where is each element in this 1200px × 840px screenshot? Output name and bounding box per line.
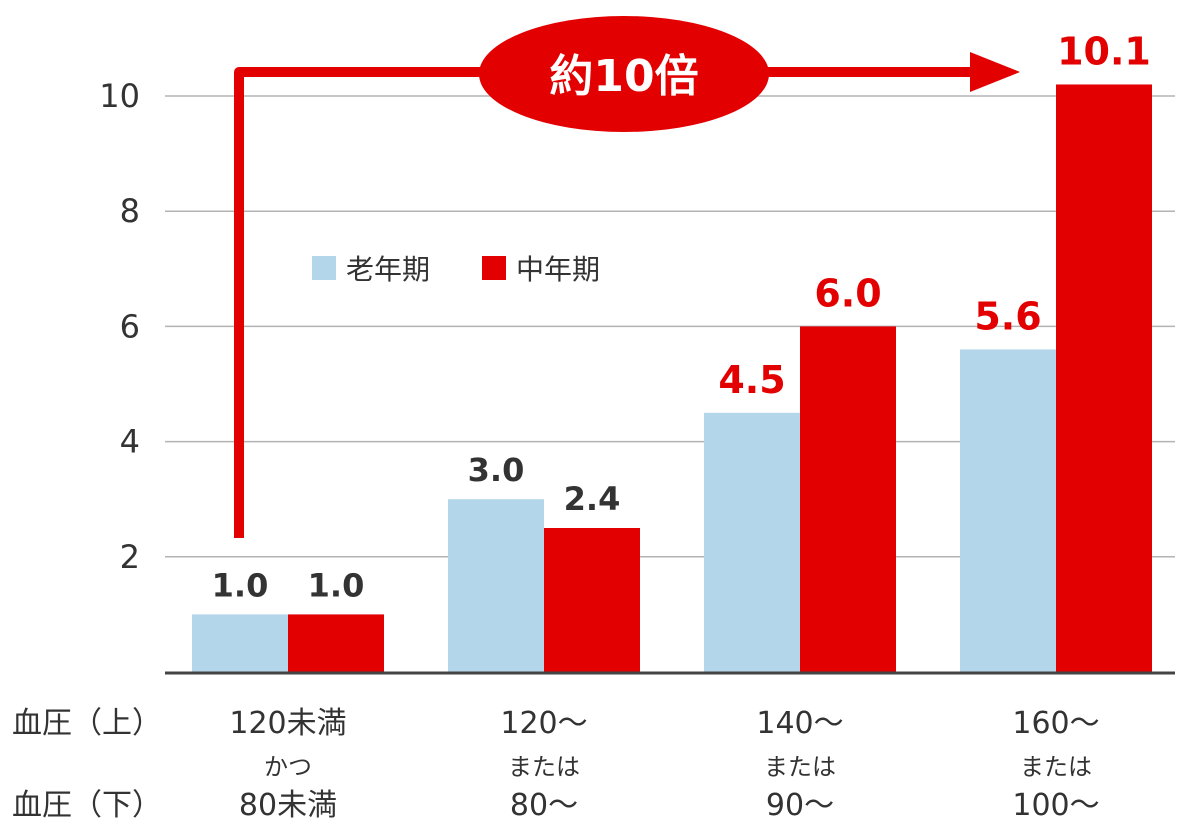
bar [800, 326, 896, 672]
callout-text: 約10倍 [549, 51, 698, 102]
data-labels: 1.0 1.0 3.0 2.4 4.5 6.0 5.6 10.1 [212, 29, 1151, 604]
legend-swatch [482, 256, 506, 280]
category-lower-label: 80未満 [239, 788, 337, 823]
bar [448, 499, 544, 672]
bar [1056, 84, 1152, 673]
data-label: 10.1 [1057, 29, 1151, 73]
category-lower-label: 100〜 [1012, 788, 1099, 823]
row-label-lower: 血圧（下） [12, 788, 162, 823]
bar [704, 412, 800, 672]
y-tick-label: 2 [120, 538, 140, 576]
category-upper-label: 140〜 [756, 706, 843, 741]
legend-label: 老年期 [346, 253, 430, 286]
callout-badge [479, 16, 769, 132]
category-connector-label: または [508, 753, 580, 781]
bar [960, 349, 1056, 672]
bar [288, 614, 384, 672]
data-label: 1.0 [212, 566, 269, 604]
category-upper-label: 120未満 [229, 706, 346, 741]
y-tick-label: 6 [120, 307, 140, 345]
comparison-callout: 約10倍 [234, 16, 1020, 538]
bar [544, 528, 640, 672]
data-label: 5.6 [974, 294, 1041, 338]
category-connector-label: または [1020, 753, 1092, 781]
y-tick-label: 4 [120, 423, 140, 461]
y-tick-label: 8 [120, 192, 140, 230]
data-label: 6.0 [814, 271, 881, 315]
category-connector-label: または [764, 753, 836, 781]
data-label: 1.0 [308, 566, 365, 604]
callout-arrow-head [970, 52, 1020, 92]
legend: 老年期 中年期 [312, 253, 600, 286]
data-label: 3.0 [468, 451, 525, 489]
data-label: 4.5 [718, 358, 785, 402]
category-lower-label: 80〜 [510, 788, 578, 823]
category-upper-label: 160〜 [1012, 706, 1099, 741]
legend-swatch [312, 256, 336, 280]
legend-label: 中年期 [516, 253, 600, 286]
bar [192, 614, 288, 672]
y-tick-label: 10 [99, 77, 140, 115]
row-label-upper: 血圧（上） [12, 706, 162, 741]
data-label: 2.4 [564, 480, 621, 518]
category-upper-label: 120〜 [500, 706, 587, 741]
bars [192, 84, 1152, 673]
category-lower-label: 90〜 [766, 788, 834, 823]
category-connector-label: かつ [264, 753, 312, 781]
